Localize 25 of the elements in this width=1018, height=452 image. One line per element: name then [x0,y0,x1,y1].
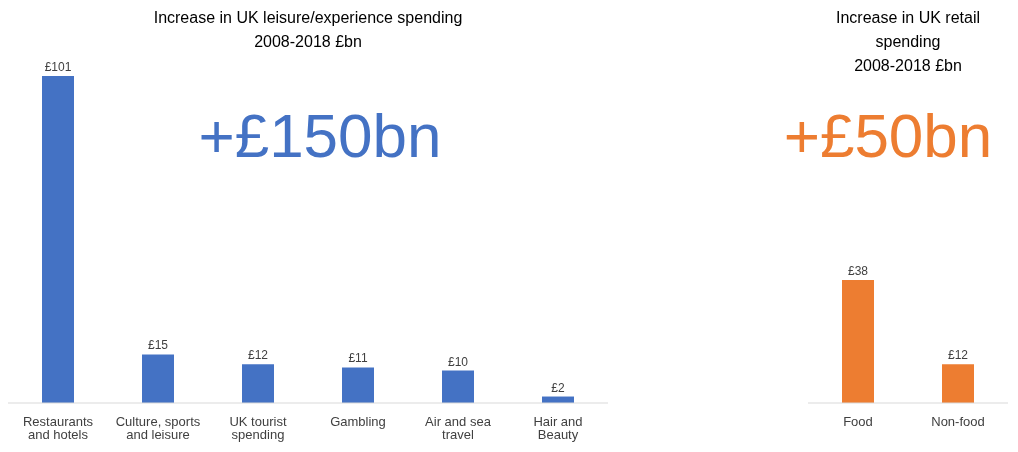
x-tick-label: Culture, sports and leisure [115,414,201,443]
data-label: £12 [247,348,269,363]
x-tick-label: Gambling [330,414,386,430]
chart-title: Increase in UK leisure/experience spending 2008-2018 £bn [152,8,464,52]
x-tick-label: Restaurants and hotels [22,414,94,443]
data-label: £38 [847,263,869,278]
annotation: +£150bn [197,100,443,172]
x-tick-label: Air and sea travel [425,414,492,443]
text: +£50bn [782,100,994,172]
data-label: £12 [947,348,969,363]
bar [342,367,374,403]
data-label: £101 [44,60,72,74]
chart-title: Increase in UK retail spending 2008-2018 £bn [834,8,982,76]
x-tick-label: Food [843,414,873,430]
data-label: £2 [551,380,565,395]
data-label: £15 [147,338,169,353]
bar [242,364,274,403]
bar [442,370,474,403]
bar [142,354,174,403]
data-label: £10 [447,354,469,369]
x-tick-label: UK tourist spending [229,414,287,443]
bar [42,76,74,403]
x-tick-label: Non-food [931,414,985,430]
x-tick-label: Hair and Beauty [533,414,583,443]
data-label: £11 [348,351,368,366]
